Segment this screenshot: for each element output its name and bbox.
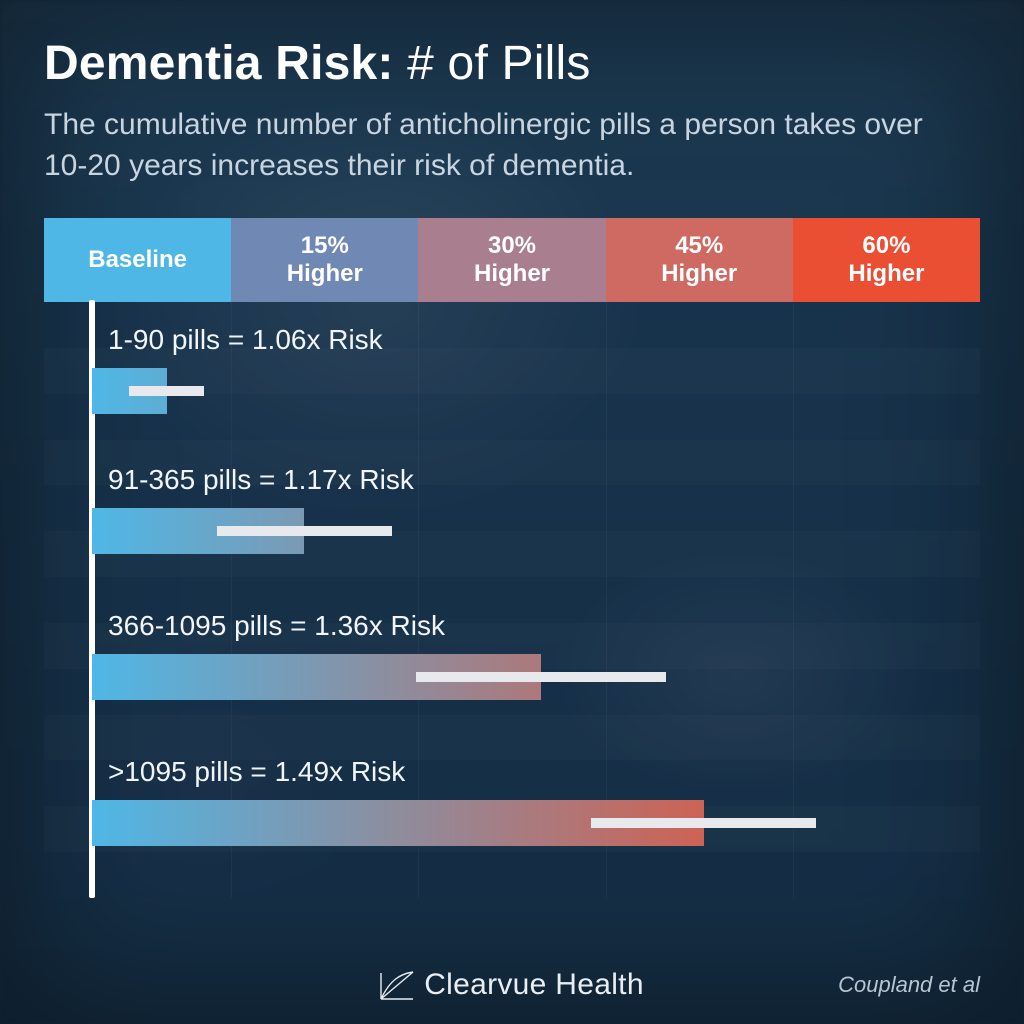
scale-baseline-cell: Baseline (44, 218, 231, 302)
scale-cell-line2: Higher (474, 260, 550, 288)
brand-name: Clearvue Health (424, 968, 644, 1002)
error-bar (416, 672, 666, 682)
row-label: >1095 pills = 1.49x Risk (108, 756, 405, 788)
chart-plot-area: 1-90 pills = 1.06x Risk 91-365 pills = 1.… (44, 302, 980, 898)
brand: Clearvue Health (380, 968, 644, 1002)
scale-cell-line2: Higher (287, 260, 363, 288)
scale-cell: 15%Higher (231, 218, 418, 302)
page: Dementia Risk: # of Pills The cumulative… (0, 0, 1024, 1024)
chart-row: 91-365 pills = 1.17x Risk (44, 446, 980, 576)
scale-cell: 30%Higher (418, 218, 605, 302)
error-bar (129, 386, 204, 396)
error-bar (591, 818, 816, 828)
scale-cell-line1: 45% (675, 232, 723, 260)
chart-row: >1095 pills = 1.49x Risk (44, 738, 980, 868)
title-light: # of Pills (394, 37, 591, 90)
scale-header-row: Baseline15%Higher30%Higher45%Higher60%Hi… (44, 218, 980, 302)
chart-row: 366-1095 pills = 1.36x Risk (44, 592, 980, 722)
page-title: Dementia Risk: # of Pills (44, 36, 980, 91)
risk-chart: Baseline15%Higher30%Higher45%Higher60%Hi… (44, 218, 980, 898)
scale-cell-line1: Baseline (88, 246, 187, 274)
row-label: 91-365 pills = 1.17x Risk (108, 464, 414, 496)
citation: Coupland et al (838, 972, 980, 998)
title-strong: Dementia Risk: (44, 37, 394, 90)
row-label: 366-1095 pills = 1.36x Risk (108, 610, 445, 642)
scale-cell-line1: 30% (488, 232, 536, 260)
row-label: 1-90 pills = 1.06x Risk (108, 324, 383, 356)
brand-logo-icon (380, 970, 414, 1000)
scale-cell-line1: 15% (301, 232, 349, 260)
error-bar (217, 526, 392, 536)
scale-cell-line2: Higher (848, 260, 924, 288)
scale-cell: 60%Higher (793, 218, 980, 302)
scale-cell: 45%Higher (606, 218, 793, 302)
scale-cell-line1: 60% (862, 232, 910, 260)
subtitle: The cumulative number of anticholinergic… (44, 105, 964, 186)
scale-cell-line2: Higher (661, 260, 737, 288)
chart-row: 1-90 pills = 1.06x Risk (44, 306, 980, 436)
